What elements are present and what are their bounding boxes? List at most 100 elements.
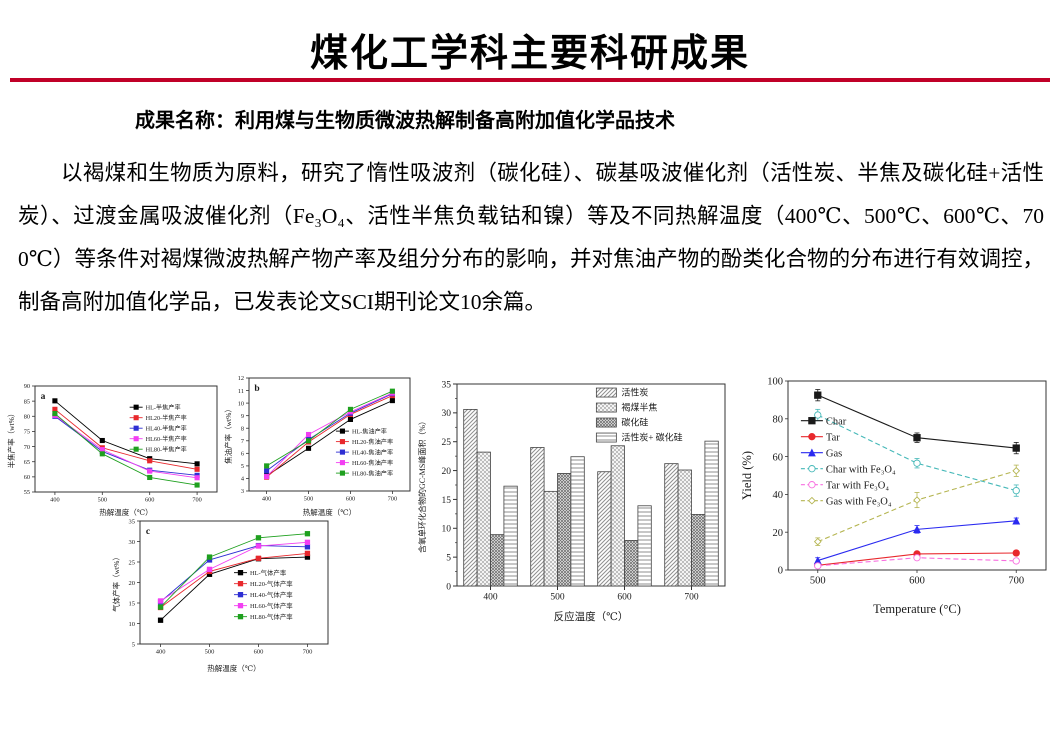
svg-text:含氧单环化合物的GC-MS峰面积（%）: 含氧单环化合物的GC-MS峰面积（%）: [417, 417, 427, 553]
svg-text:85: 85: [24, 398, 30, 405]
svg-text:80: 80: [24, 413, 30, 420]
svg-text:7: 7: [241, 438, 244, 445]
chart-gas-yield: 5 10 15 20 25 30 35 400 500 600 700 热解温度（℃） 气体产率（wt%…: [110, 512, 338, 674]
bar-700-1: [677, 469, 692, 587]
svg-text:HL60-气体产率: HL60-气体产率: [250, 601, 293, 610]
axes: 3 4 5 6 7 8 9 10 11 12 400 500 600 700 热解温度（℃） 焦油产率（wt%…: [223, 375, 411, 517]
chart-semicoke-yield: 55 60 65 70 75 80 85 90 400 500 600 700 热解温度（℃） 半焦产率（…: [5, 378, 225, 518]
svg-text:HL40-半焦产率: HL40-半焦产率: [146, 424, 187, 432]
svg-text:12: 12: [238, 375, 244, 382]
chart-svg-b: 3 4 5 6 7 8 9 10 11 12 400 500 600 700 热解温度（℃） 焦油产率（wt%…: [223, 375, 411, 517]
svg-text:20: 20: [773, 528, 784, 539]
svg-text:55: 55: [24, 489, 30, 496]
svg-text:700: 700: [192, 496, 201, 503]
svg-text:8: 8: [241, 425, 244, 432]
svg-text:20: 20: [442, 467, 452, 477]
series-3: [52, 412, 200, 481]
svg-text:400: 400: [50, 496, 59, 503]
svg-text:10: 10: [442, 525, 452, 535]
legend: HL-气体产率 HL20-气体产率 HL40-气体产率 HL60-气体产率 HL80-气…: [234, 568, 293, 621]
svg-text:30: 30: [442, 409, 452, 419]
svg-text:0: 0: [446, 582, 451, 592]
svg-text:4: 4: [241, 476, 245, 483]
svg-text:30: 30: [129, 539, 136, 546]
svg-text:500: 500: [304, 495, 313, 502]
svg-text:半焦产率（wt%）: 半焦产率（wt%）: [6, 410, 16, 469]
bar-700-3: [704, 440, 719, 587]
svg-text:碳化硅: 碳化硅: [621, 417, 648, 428]
svg-text:HL-半焦产率: HL-半焦产率: [146, 403, 181, 411]
svg-text:600: 600: [254, 649, 264, 656]
svg-text:60: 60: [773, 452, 784, 463]
series-4: [264, 388, 395, 469]
bar-600-1: [610, 445, 625, 587]
bar-600-2: [624, 540, 639, 587]
series-4: [814, 554, 1020, 570]
svg-text:HL80-气体产率: HL80-气体产率: [250, 612, 293, 621]
svg-text:70: 70: [24, 444, 30, 451]
svg-text:20: 20: [129, 580, 136, 587]
figures-panel: 55 60 65 70 75 80 85 90 400 500 600 700 热解温度（℃） 半焦产率（…: [0, 365, 1060, 725]
svg-text:600: 600: [346, 495, 355, 502]
bar-500-1: [543, 490, 558, 587]
svg-text:5: 5: [446, 553, 451, 563]
svg-text:Tar: Tar: [826, 432, 840, 443]
svg-text:15: 15: [129, 600, 136, 607]
chart-svg-c: 5 10 15 20 25 30 35 400 500 600 700 热解温度（℃） 气体产率（wt%…: [111, 518, 329, 673]
bar-400-2: [490, 534, 505, 587]
chart-svg-bar: 0 5 10 15 20 25 30 35 400 500 600 700 反应温度（℃） 含氧单环化合物…: [417, 380, 726, 623]
svg-text:Gas with Fe₃O₄: Gas with Fe₃O₄: [826, 496, 892, 507]
bars: [463, 408, 719, 587]
description-paragraph: 以褐煤和生物质为原料，研究了惰性吸波剂（碳化硅）、碳基吸波催化剂（活性炭、半焦及…: [18, 161, 1044, 314]
chart-yield-with-fe3o4: 0 20 40 60 80 100 500 600 700 Temperature (°C) Yie…: [742, 371, 1060, 616]
svg-text:气体产率（wt%）: 气体产率（wt%）: [111, 553, 121, 612]
svg-text:400: 400: [156, 649, 166, 656]
svg-text:600: 600: [909, 576, 925, 587]
svg-text:10: 10: [238, 400, 244, 407]
svg-text:80: 80: [773, 414, 784, 425]
svg-text:600: 600: [617, 593, 632, 603]
svg-text:HL40-焦油产率: HL40-焦油产率: [352, 448, 393, 456]
bar-500-2: [557, 473, 572, 587]
bar-400-3: [503, 485, 518, 587]
svg-text:HL20-气体产率: HL20-气体产率: [250, 579, 293, 588]
svg-text:热解温度（℃）: 热解温度（℃）: [207, 663, 260, 673]
svg-text:Char: Char: [826, 416, 847, 427]
svg-text:5: 5: [132, 641, 135, 648]
svg-text:Yield (%): Yield (%): [742, 451, 754, 500]
svg-text:100: 100: [767, 377, 783, 388]
chart-svg-a: 55 60 65 70 75 80 85 90 400 500 600 700 热解温度（℃） 半焦产率（…: [6, 383, 218, 517]
svg-text:500: 500: [205, 649, 215, 656]
svg-text:5: 5: [241, 463, 244, 470]
svg-text:c: c: [146, 527, 150, 537]
series-5: [813, 464, 1021, 546]
svg-text:Gas: Gas: [826, 448, 842, 459]
title-divider: [10, 78, 1050, 82]
svg-text:b: b: [254, 384, 259, 394]
bar-400-1: [476, 451, 491, 587]
svg-text:500: 500: [810, 576, 826, 587]
bar-500-3: [570, 456, 585, 587]
svg-text:HL-焦油产率: HL-焦油产率: [352, 427, 387, 435]
svg-text:700: 700: [388, 495, 397, 502]
svg-text:25: 25: [129, 559, 136, 566]
svg-text:热解温度（℃）: 热解温度（℃）: [99, 507, 152, 517]
legend: HL-焦油产率 HL20-焦油产率 HL40-焦油产率 HL60-焦油产率 HL80-焦…: [335, 427, 393, 477]
svg-text:400: 400: [483, 593, 498, 603]
series-4: [52, 411, 200, 488]
svg-text:Char with Fe₃O₄: Char with Fe₃O₄: [826, 464, 896, 475]
bar-700-2: [691, 514, 706, 587]
result-name-heading: 成果名称：利用煤与生物质微波热解制备高附加值化学品技术: [135, 110, 675, 132]
svg-text:35: 35: [442, 380, 452, 390]
series-3: [157, 539, 311, 604]
chart-gcms-peak-area: 0 5 10 15 20 25 30 35 400 500 600 700 反应温度（℃） 含氧单环化合物…: [415, 374, 737, 626]
svg-text:活性炭+ 碳化硅: 活性炭+ 碳化硅: [621, 432, 682, 443]
svg-text:500: 500: [98, 496, 107, 503]
svg-text:400: 400: [262, 495, 271, 502]
svg-text:a: a: [41, 392, 46, 402]
svg-text:HL-气体产率: HL-气体产率: [250, 568, 287, 577]
svg-text:65: 65: [24, 459, 30, 466]
svg-text:Tar with Fe₃O₄: Tar with Fe₃O₄: [826, 480, 889, 491]
bar-500-0: [530, 447, 545, 587]
